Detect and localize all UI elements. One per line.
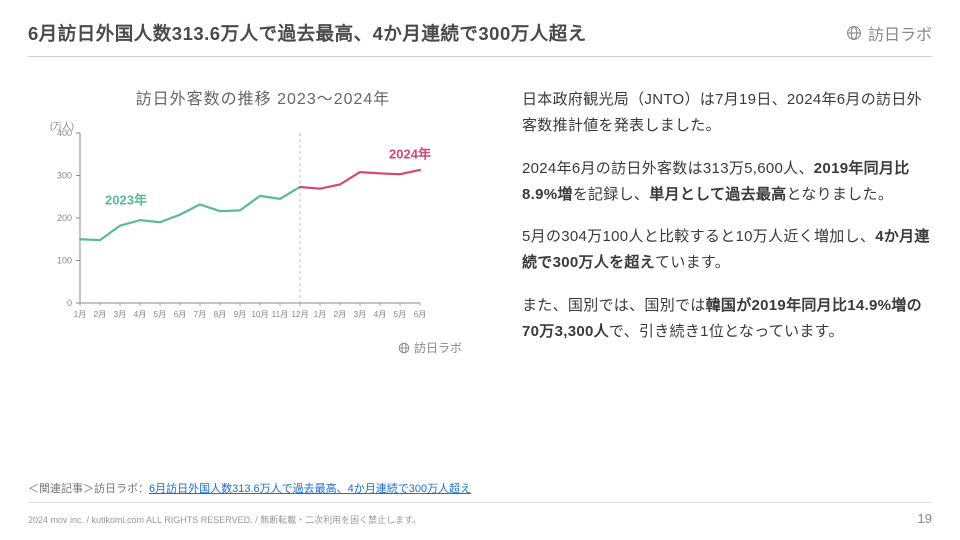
p3-a: 5月の304万100人と比較すると10万人近く増加し、: [522, 228, 875, 245]
content: 訪日外客数の推移 2023〜2024年 (万人)01002003004001月2…: [28, 85, 932, 361]
svg-text:10月: 10月: [251, 310, 268, 319]
p2-d: 単月として過去最高: [649, 186, 786, 203]
copyright: 2024 mov inc. / kutikomi.com ALL RIGHTS …: [28, 513, 421, 526]
page-title: 6月訪日外国人数313.6万人で過去最高、4か月連続で300万人超え: [28, 20, 587, 46]
header: 6月訪日外国人数313.6万人で過去最高、4か月連続で300万人超え 訪日ラボ: [28, 20, 932, 57]
footer: ＜関連記事＞訪日ラボ：6月訪日外国人数313.6万人で過去最高、4か月連続で30…: [28, 480, 932, 526]
chart-brand-text: 訪日ラボ: [414, 339, 462, 356]
p4-c: で、引き続き1位となっています。: [609, 323, 844, 340]
svg-text:2023年: 2023年: [105, 192, 147, 207]
svg-text:1月: 1月: [314, 310, 327, 319]
svg-text:8月: 8月: [214, 310, 227, 319]
svg-text:6月: 6月: [174, 310, 187, 319]
chart-column: 訪日外客数の推移 2023〜2024年 (万人)01002003004001月2…: [28, 85, 498, 361]
svg-text:1月: 1月: [74, 310, 87, 319]
related-link[interactable]: 6月訪日外国人数313.6万人で過去最高、4か月連続で300万人超え: [149, 483, 471, 495]
svg-text:5月: 5月: [394, 310, 407, 319]
p3-c: ています。: [655, 254, 730, 271]
chart-brand: 訪日ラボ: [28, 339, 498, 356]
svg-text:6月: 6月: [414, 310, 427, 319]
chart-wrap: 訪日外客数の推移 2023〜2024年 (万人)01002003004001月2…: [28, 85, 498, 356]
paragraph-4: また、国別では、国別では韓国が2019年同月比14.9%増の70万3,300人で…: [522, 293, 932, 346]
svg-text:3月: 3月: [354, 310, 367, 319]
svg-text:100: 100: [57, 256, 72, 266]
svg-text:5月: 5月: [154, 310, 167, 319]
svg-text:9月: 9月: [234, 310, 247, 319]
svg-text:3月: 3月: [114, 310, 127, 319]
svg-text:4月: 4月: [134, 310, 147, 319]
paragraph-3: 5月の304万100人と比較すると10万人近く増加し、4か月連続で300万人を超…: [522, 224, 932, 277]
related-article: ＜関連記事＞訪日ラボ：6月訪日外国人数313.6万人で過去最高、4か月連続で30…: [28, 480, 932, 496]
footer-divider: [28, 502, 932, 503]
svg-text:2024年: 2024年: [389, 147, 431, 162]
paragraph-2: 2024年6月の訪⽇外客数は313万5,600人、2019年同月比8.9%増を記…: [522, 156, 932, 209]
line-chart: (万人)01002003004001月2月3月4月5月6月7月8月9月10月11…: [28, 117, 448, 337]
svg-text:7月: 7月: [194, 310, 207, 319]
svg-text:11月: 11月: [272, 310, 289, 319]
svg-text:2月: 2月: [334, 310, 347, 319]
svg-text:0: 0: [67, 298, 72, 308]
svg-text:4月: 4月: [374, 310, 387, 319]
p2-e: となりました。: [786, 186, 893, 203]
slide: 6月訪日外国人数313.6万人で過去最高、4か月連続で300万人超え 訪日ラボ …: [0, 0, 960, 540]
text-column: 日本政府観光局（JNTO）は7月19日、2024年6月の訪日外客数推計値を発表し…: [522, 85, 932, 361]
svg-text:300: 300: [57, 171, 72, 181]
p2-a: 2024年6月の訪⽇外客数は313万5,600人、: [522, 160, 814, 177]
p2-c: を記録し、: [573, 186, 650, 203]
brand-icon: [398, 342, 410, 354]
brand-logo: 訪日ラボ: [846, 21, 932, 45]
svg-text:400: 400: [57, 128, 72, 138]
brand-icon: [846, 25, 862, 41]
paragraph-1: 日本政府観光局（JNTO）は7月19日、2024年6月の訪日外客数推計値を発表し…: [522, 87, 932, 140]
svg-text:12月: 12月: [291, 310, 308, 319]
related-prefix: ＜関連記事＞訪日ラボ：: [28, 483, 149, 495]
svg-text:2月: 2月: [94, 310, 107, 319]
copyright-row: 2024 mov inc. / kutikomi.com ALL RIGHTS …: [28, 509, 932, 526]
brand-text: 訪日ラボ: [868, 21, 932, 45]
svg-text:200: 200: [57, 213, 72, 223]
p4-a: また、国別では、国別では: [522, 297, 706, 314]
page-number: 19: [918, 511, 932, 526]
chart-title: 訪日外客数の推移 2023〜2024年: [28, 85, 498, 109]
